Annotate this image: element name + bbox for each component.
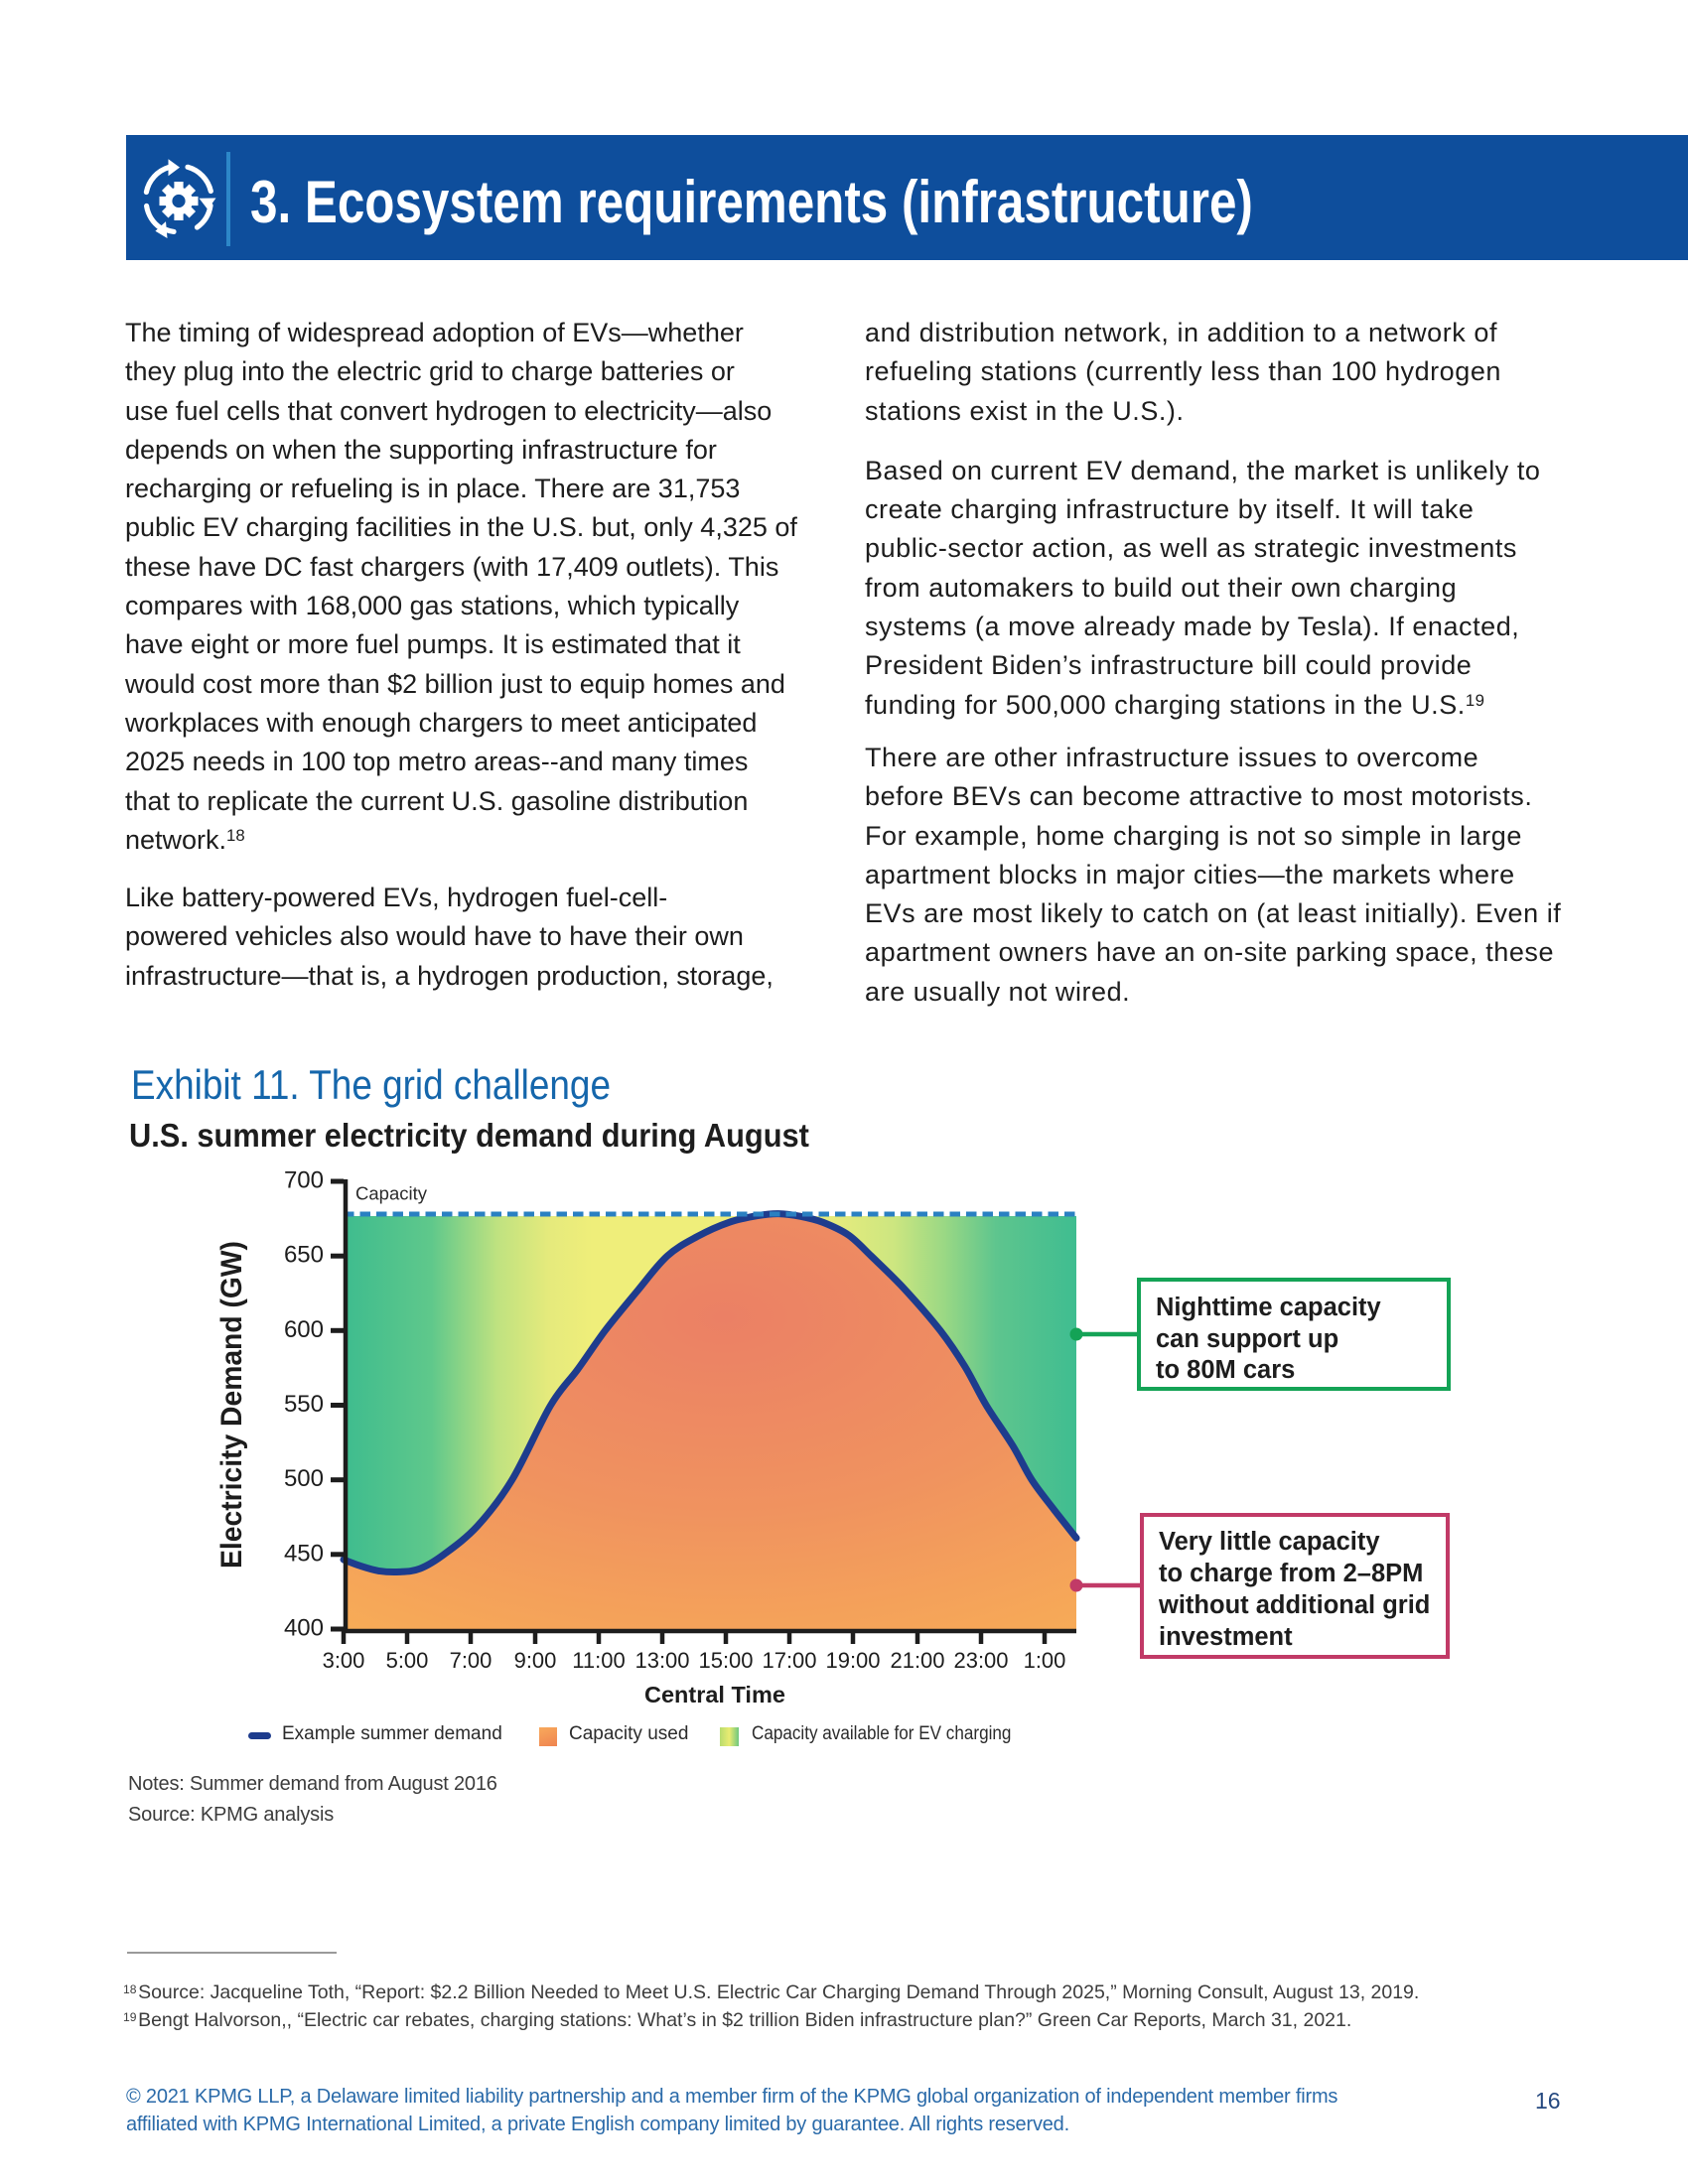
svg-text:9:00: 9:00 <box>514 1648 557 1673</box>
svg-text:600: 600 <box>284 1316 324 1343</box>
svg-text:Capacity: Capacity <box>355 1183 428 1204</box>
svg-text:450: 450 <box>284 1540 324 1567</box>
svg-text:17:00: 17:00 <box>762 1648 816 1673</box>
svg-text:19:00: 19:00 <box>825 1648 880 1673</box>
svg-text:700: 700 <box>284 1167 324 1194</box>
svg-text:11:00: 11:00 <box>572 1648 625 1673</box>
svg-text:3:00: 3:00 <box>323 1648 365 1673</box>
svg-text:5:00: 5:00 <box>386 1648 429 1673</box>
svg-text:650: 650 <box>284 1242 324 1269</box>
svg-text:15:00: 15:00 <box>698 1648 753 1673</box>
svg-text:21:00: 21:00 <box>890 1648 944 1673</box>
svg-text:23:00: 23:00 <box>953 1648 1008 1673</box>
svg-text:400: 400 <box>284 1615 324 1642</box>
svg-text:Electricity Demand (GW): Electricity Demand (GW) <box>215 1241 248 1569</box>
svg-text:550: 550 <box>284 1391 324 1418</box>
svg-text:1:00: 1:00 <box>1024 1648 1066 1673</box>
svg-text:7:00: 7:00 <box>450 1648 492 1673</box>
svg-text:500: 500 <box>284 1465 324 1492</box>
svg-text:13:00: 13:00 <box>634 1648 689 1673</box>
